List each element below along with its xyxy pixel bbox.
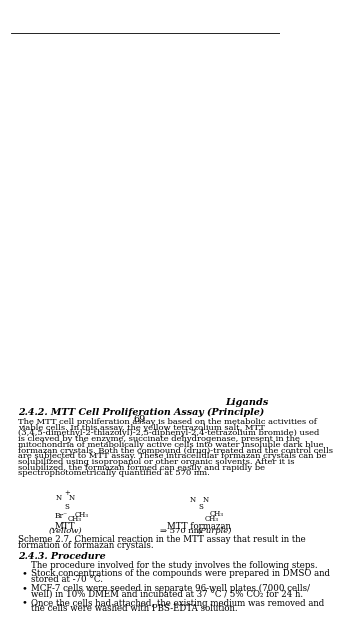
Text: CH₃: CH₃: [74, 511, 88, 519]
Text: viable cells. In this assay, the yellow tetrazolium salt, MTT: viable cells. In this assay, the yellow …: [18, 424, 265, 432]
Text: mitochondria of metabolically active cells into water insoluble dark blue: mitochondria of metabolically active cel…: [18, 441, 323, 449]
Text: •: •: [21, 598, 27, 607]
Text: MTT: MTT: [55, 522, 75, 531]
Text: 2.4.2. MTT Cell Proliferation Assay (Principle): 2.4.2. MTT Cell Proliferation Assay (Pri…: [18, 408, 264, 417]
Text: The MTT cell proliferation assay is based on the metabolic activities of: The MTT cell proliferation assay is base…: [18, 418, 317, 426]
Text: Stock concentrations of the compounds were prepared in DMSO and: Stock concentrations of the compounds we…: [31, 569, 330, 579]
Text: N: N: [189, 495, 196, 504]
Text: N: N: [68, 494, 75, 502]
Text: spectrophotometrically quantified at 570 nm.: spectrophotometrically quantified at 570…: [18, 469, 210, 477]
Text: 69: 69: [134, 415, 146, 424]
Text: solubilized, the formazan formed can easily and rapidly be: solubilized, the formazan formed can eas…: [18, 463, 265, 472]
Text: MTT formazan: MTT formazan: [167, 522, 231, 531]
Text: •: •: [21, 584, 27, 593]
Text: stored at -70 °C.: stored at -70 °C.: [31, 575, 103, 584]
Text: are subjected to MTT assay. These intracellular formazan crystals can be: are subjected to MTT assay. These intrac…: [18, 452, 326, 460]
Text: Scheme 2.7. Chemical reaction in the MTT assay that result in the: Scheme 2.7. Chemical reaction in the MTT…: [18, 535, 306, 544]
Text: N: N: [56, 494, 61, 502]
Text: +: +: [65, 489, 70, 497]
Text: S: S: [198, 503, 203, 511]
Text: is cleaved by the enzyme, succinate dehydrogenase, present in the: is cleaved by the enzyme, succinate dehy…: [18, 435, 300, 443]
Text: Ligands: Ligands: [225, 398, 268, 407]
Text: the cells were washed with PBS-EDTA solution.: the cells were washed with PBS-EDTA solu…: [31, 604, 237, 613]
Text: well) in 10% DMEM and incubated at 37 °C / 5% CO₂ for 24 h.: well) in 10% DMEM and incubated at 37 °C…: [31, 589, 303, 598]
Text: (Purple): (Purple): [198, 527, 233, 535]
Text: N: N: [203, 495, 209, 504]
Text: CH₃: CH₃: [210, 509, 224, 518]
Text: ⇒ 570 nm: ⇒ 570 nm: [160, 527, 201, 535]
Text: CH₃: CH₃: [68, 515, 82, 523]
Text: formazan crystals. Both the compound (drug)-treated and the control cells: formazan crystals. Both the compound (dr…: [18, 447, 333, 454]
Text: Once the cells had attached, the existing medium was removed and: Once the cells had attached, the existin…: [31, 598, 324, 607]
Text: (Yellow): (Yellow): [48, 527, 82, 535]
Text: CH₃: CH₃: [204, 515, 218, 523]
Text: formation of formazan crystals.: formation of formazan crystals.: [18, 541, 154, 550]
Text: (3,4,5-dimethyl-2-thiazolyl)-2,5-diphenyl-2,4-tetrazolium bromide) used: (3,4,5-dimethyl-2-thiazolyl)-2,5-dipheny…: [18, 429, 319, 438]
Text: 2.4.3. Procedure: 2.4.3. Procedure: [18, 552, 106, 561]
Text: The procedure involved for the study involves the following steps.: The procedure involved for the study inv…: [31, 561, 317, 570]
Text: S: S: [64, 503, 69, 511]
Text: •: •: [21, 569, 27, 579]
Text: Br⁻: Br⁻: [55, 513, 68, 520]
Text: solubilized using isopropanol or other organic solvents. After it is: solubilized using isopropanol or other o…: [18, 458, 294, 466]
Text: MCF-7 cells were seeded in separate 96-well plates (7000 cells/: MCF-7 cells were seeded in separate 96-w…: [31, 584, 310, 593]
